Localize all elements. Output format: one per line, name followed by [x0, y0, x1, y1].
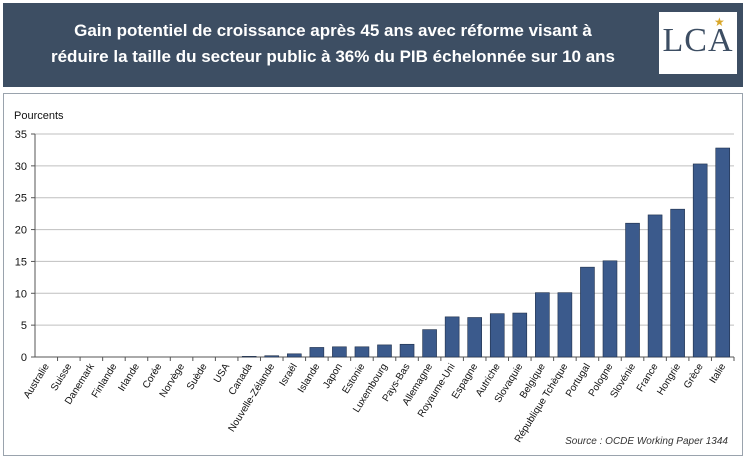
bar: [625, 222, 640, 358]
y-tick-label: 5: [21, 320, 27, 332]
y-tick-label: 0: [21, 352, 27, 364]
y-tick-label: 10: [15, 288, 27, 300]
bar: [354, 346, 370, 358]
chart-panel: Pourcents 0 5 10 15 20 25 30 35 Australie Suisse Da…: [3, 93, 743, 456]
y-tick-label: 35: [15, 129, 27, 141]
y-tick-label: 15: [15, 256, 27, 268]
bar: [287, 353, 302, 358]
logo-star-icon: ★: [714, 15, 725, 29]
x-tick-label: Corée: [141, 361, 165, 390]
header-banner: Gain potentiel de croissance après 45 an…: [3, 3, 743, 87]
bar: [512, 312, 528, 358]
x-tick-label: Grèce: [682, 361, 706, 390]
x-tick-label: Suède: [185, 361, 210, 392]
bar: [602, 260, 618, 358]
lca-logo: LCA ★: [659, 12, 737, 74]
logo-text: LCA: [662, 22, 734, 59]
title-line-2: réduire la taille du secteur public à 36…: [50, 47, 616, 66]
y-tick-label: 25: [15, 193, 27, 205]
y-tick-label: 30: [15, 161, 27, 173]
x-tick-label: Islande: [296, 361, 323, 395]
x-tick-label: Australie: [22, 361, 52, 400]
bar: [241, 356, 257, 358]
bar: [399, 343, 415, 358]
bar: [647, 214, 663, 358]
chart-title: Gain potentiel de croissance après 45 an…: [23, 18, 643, 70]
bar: [580, 266, 595, 358]
x-tick-label: Japon: [321, 362, 345, 391]
x-tick-label: Irlande: [116, 361, 142, 393]
x-tick-label: USA: [212, 361, 232, 385]
bar: [535, 292, 550, 358]
bar: [444, 316, 460, 358]
bar: [309, 347, 325, 358]
bar: [264, 355, 280, 358]
bar: [670, 208, 685, 358]
bar: [715, 147, 731, 358]
title-line-1: Gain potentiel de croissance après 45 an…: [74, 21, 592, 40]
bar-chart: Pourcents05101520253035AustralieSuisseDa…: [14, 110, 735, 445]
bar: [422, 329, 437, 358]
x-tick-label: Hongrie: [655, 361, 683, 397]
x-tick-label: Israël: [278, 362, 300, 389]
x-tick-label: Nouvelle-Zélande: [226, 361, 277, 434]
bar: [489, 313, 505, 358]
x-tick-label: Italie: [708, 361, 729, 385]
y-tick-label: 20: [15, 225, 27, 237]
bar: [332, 346, 347, 358]
source-note: Source : OCDE Working Paper 1344: [565, 436, 728, 447]
bar: [377, 344, 392, 358]
bar: [467, 317, 482, 358]
y-axis-label: Pourcents: [14, 110, 64, 122]
bar: [692, 163, 708, 358]
bar: [557, 292, 573, 358]
